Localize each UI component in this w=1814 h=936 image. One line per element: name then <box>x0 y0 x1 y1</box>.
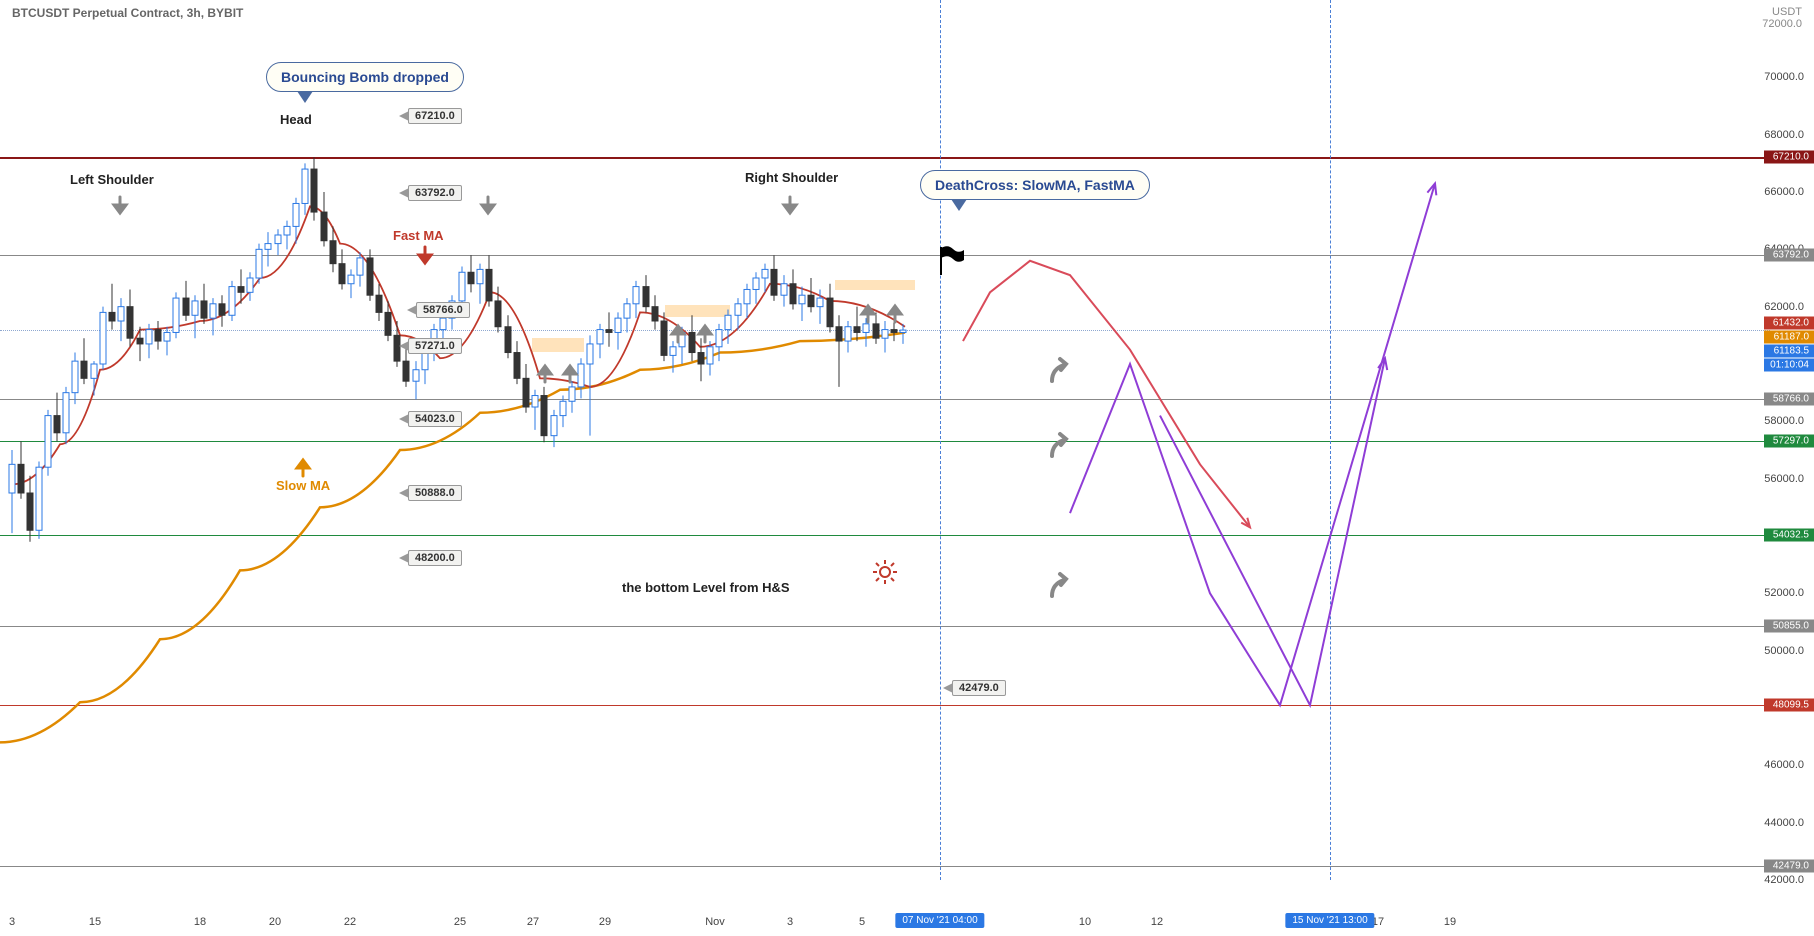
annotation-text: the bottom Level from H&S <box>622 580 790 595</box>
yaxis-unit: USDT <box>1772 6 1802 18</box>
callout-bubble: DeathCross: SlowMA, FastMA <box>920 170 1150 200</box>
arrow-up-icon <box>696 320 714 344</box>
arrow-curveup-icon <box>1046 355 1074 385</box>
ma-label: Fast MA <box>393 228 444 243</box>
price-label-box: 48200.0 <box>408 550 462 566</box>
price-label-box: 58766.0 <box>416 302 470 318</box>
arrow-up-icon <box>294 454 312 478</box>
arrow-up-icon <box>561 360 579 384</box>
price-label-box: 42479.0 <box>952 680 1006 696</box>
yaxis-top-extra: 72000.0 <box>1762 18 1802 30</box>
flag-icon <box>938 245 966 282</box>
annotation-text: Head <box>280 112 312 127</box>
arrow-down-icon <box>781 195 799 219</box>
arrow-up-icon <box>859 300 877 324</box>
sun-icon <box>873 560 897 589</box>
price-label-box: 57271.0 <box>408 338 462 354</box>
time-badge: 07 Nov '21 04:00 <box>895 913 984 928</box>
price-label-box: 50888.0 <box>408 485 462 501</box>
annotation-text: Left Shoulder <box>70 172 154 187</box>
arrow-down-icon <box>416 245 434 269</box>
arrow-curveup-icon <box>1046 430 1074 460</box>
price-label-box: 63792.0 <box>408 185 462 201</box>
projection-svg <box>0 0 1814 936</box>
arrow-up-icon <box>536 360 554 384</box>
arrow-up-icon <box>886 300 904 324</box>
arrow-down-icon <box>111 195 129 219</box>
ma-label: Slow MA <box>276 478 330 493</box>
annotation-text: Right Shoulder <box>745 170 838 185</box>
symbol-title: BTCUSDT Perpetual Contract, 3h, BYBIT <box>12 6 243 20</box>
price-label-box: 54023.0 <box>408 411 462 427</box>
time-badge: 15 Nov '21 13:00 <box>1285 913 1374 928</box>
arrow-up-icon <box>669 320 687 344</box>
arrow-curveup-icon <box>1046 570 1074 600</box>
price-label-box: 67210.0 <box>408 108 462 124</box>
chart-root: BTCUSDT Perpetual Contract, 3h, BYBIT US… <box>0 0 1814 936</box>
callout-bubble: Bouncing Bomb dropped <box>266 62 464 92</box>
arrow-down-icon <box>479 195 497 219</box>
